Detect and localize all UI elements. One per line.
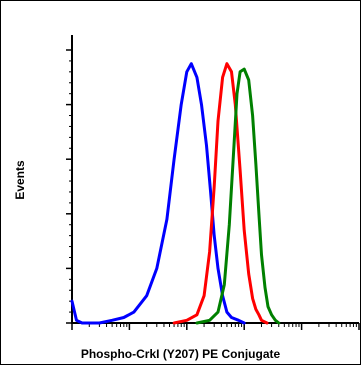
histogram-series-1 [70,62,246,325]
histogram-series-3 [195,67,281,325]
histogram-series-2 [172,62,269,325]
y-axis-label: Events [13,160,27,200]
x-axis-label: Phospho-CrkI (Y207) PE Conjugate [80,347,281,361]
